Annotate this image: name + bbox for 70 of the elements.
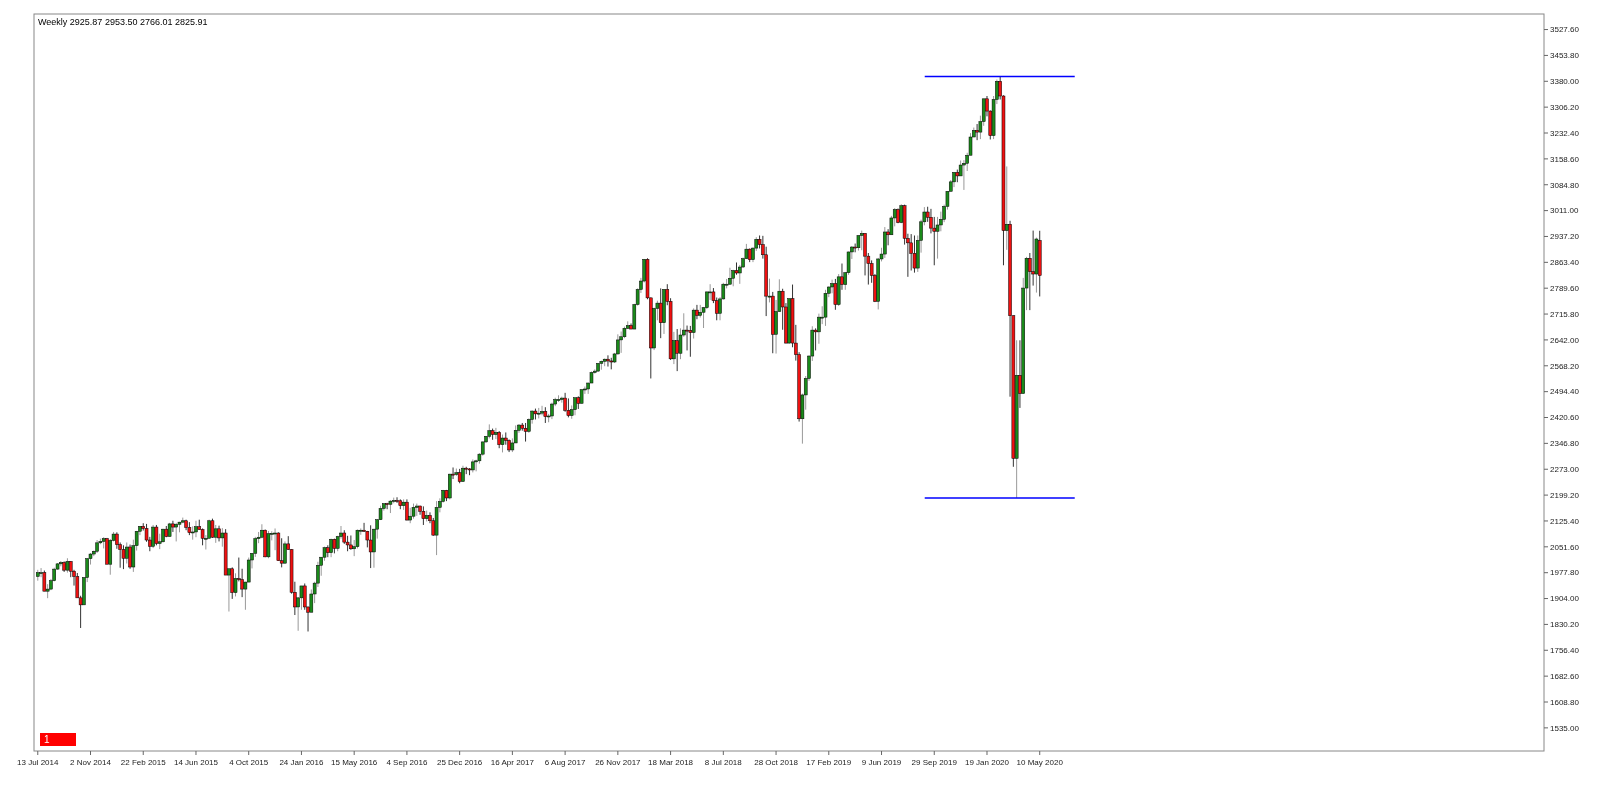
y-tick-label: 3306.20	[1550, 102, 1580, 112]
y-tick-label: 1682.60	[1550, 671, 1580, 681]
x-tick-label: 6 Aug 2017	[544, 758, 586, 767]
y-tick-label: 2642.00	[1550, 335, 1580, 345]
candlestick	[253, 536, 258, 558]
y-tick-label: 1756.40	[1550, 646, 1580, 656]
x-tick-label: 2 Nov 2014	[70, 758, 112, 767]
y-tick-label: 2051.60	[1550, 542, 1580, 552]
candlestick	[675, 328, 679, 372]
x-tick-label: 16 Apr 2017	[490, 758, 535, 767]
candlestick	[302, 582, 307, 611]
x-tick-label: 18 Mar 2018	[648, 758, 694, 767]
y-tick-label: 3084.80	[1550, 180, 1580, 190]
x-tick-label: 15 May 2016	[331, 758, 378, 767]
x-tick-label: 19 Jan 2020	[964, 758, 1010, 767]
candlestick	[128, 544, 132, 570]
annotation: 1	[44, 734, 50, 745]
candlestick	[233, 572, 238, 597]
y-tick-label: 2420.60	[1550, 413, 1580, 423]
y-tick-label: 1904.00	[1550, 594, 1580, 604]
y-tick-label: 2199.20	[1550, 490, 1580, 500]
candlestick	[154, 524, 159, 546]
y-tick-label: 1830.20	[1550, 620, 1580, 630]
x-tick-label: 22 Feb 2015	[120, 758, 167, 767]
x-tick-label: 4 Sep 2016	[386, 758, 428, 767]
candlestick	[121, 544, 126, 570]
x-tick-label: 17 Feb 2019	[806, 758, 852, 767]
y-tick-label: 3232.40	[1550, 128, 1580, 138]
candlestick	[299, 585, 304, 611]
y-tick-label: 3011.00	[1550, 206, 1579, 216]
candlestick	[691, 307, 696, 340]
y-tick-label: 2937.20	[1550, 232, 1580, 242]
x-tick-label: 29 Sep 2019	[911, 758, 958, 767]
y-tick-label: 1977.80	[1550, 568, 1580, 578]
y-tick-label: 3380.00	[1550, 77, 1580, 87]
y-tick-label: 2346.80	[1550, 439, 1580, 449]
y-tick-label: 2789.60	[1550, 283, 1580, 293]
candlestick	[540, 405, 544, 416]
x-tick-label: 24 Jan 2016	[279, 758, 325, 767]
y-tick-label: 1535.00	[1550, 723, 1580, 733]
x-tick-label: 4 Oct 2015	[229, 758, 269, 767]
candlestick	[619, 331, 623, 354]
x-tick-label: 13 Jul 2014	[17, 758, 59, 767]
x-tick-label: 9 Jun 2019	[861, 758, 902, 767]
y-tick-label: 2715.80	[1550, 309, 1580, 319]
y-tick-label: 3453.80	[1550, 51, 1580, 61]
y-tick-label: 2568.20	[1550, 361, 1580, 371]
candlestick	[833, 278, 838, 311]
candlestick	[448, 473, 452, 500]
y-tick-label: 3158.60	[1550, 154, 1580, 164]
y-tick-label: 1608.80	[1550, 697, 1580, 707]
candlestick	[283, 540, 287, 565]
candlestick	[171, 520, 175, 533]
y-tick-label: 3527.60	[1550, 25, 1580, 35]
candlestick	[125, 541, 129, 565]
candlestick	[151, 524, 155, 549]
x-tick-label: 10 May 2020	[1016, 758, 1064, 767]
candlestick	[935, 216, 940, 260]
x-tick-label: 14 Jun 2015	[173, 758, 219, 767]
chart-title: Weekly 2925.87 2953.50 2766.01 2825.91	[38, 17, 208, 27]
candlestick	[42, 570, 47, 592]
x-tick-label: 26 Nov 2017	[595, 758, 642, 767]
x-tick-label: 25 Dec 2016	[436, 758, 483, 767]
y-tick-label: 2273.00	[1550, 465, 1580, 475]
y-tick-label: 2494.40	[1550, 387, 1580, 397]
y-tick-label: 2125.40	[1550, 516, 1580, 526]
x-tick-label: 8 Jul 2018	[704, 758, 743, 767]
x-tick-label: 28 Oct 2018	[754, 758, 799, 767]
candlestick	[883, 226, 887, 259]
y-tick-label: 2863.40	[1550, 258, 1580, 268]
